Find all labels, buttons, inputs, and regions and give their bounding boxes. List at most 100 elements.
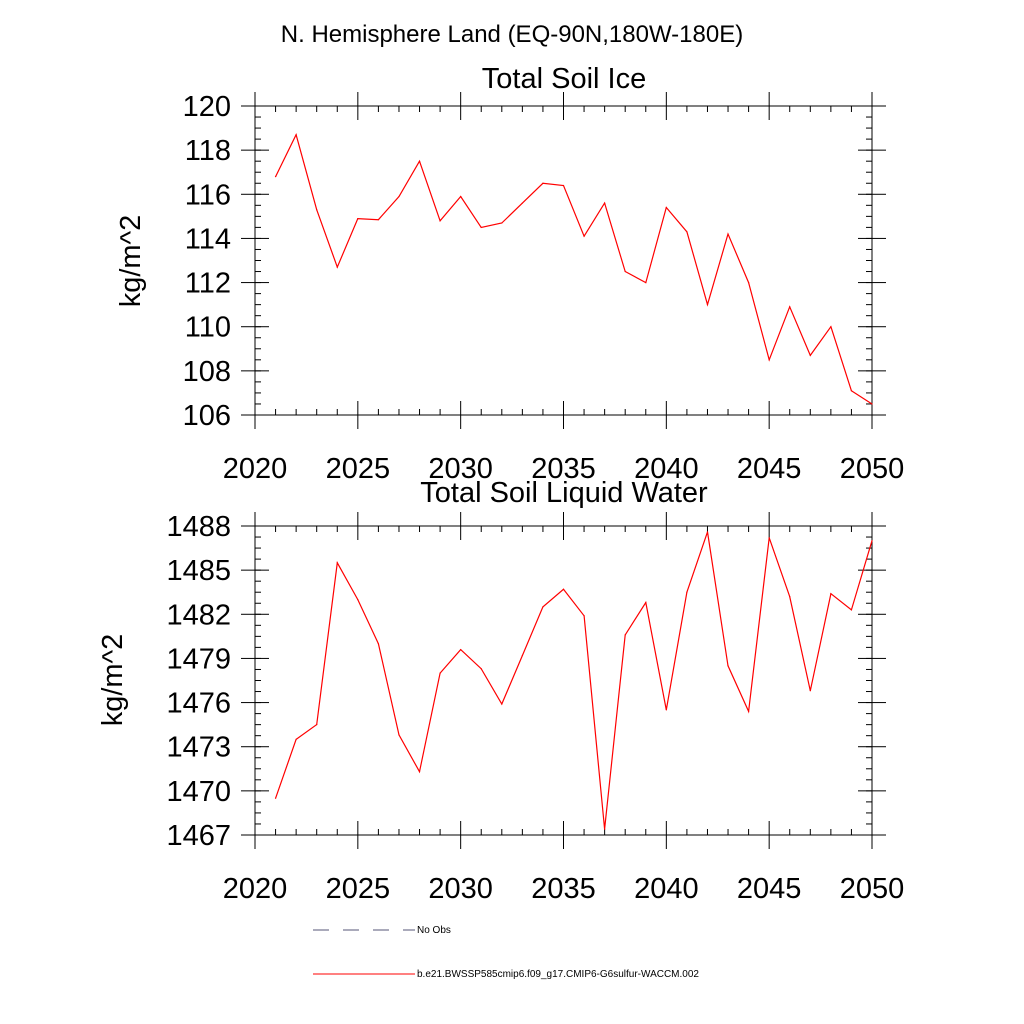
y-tick-label: 1485 (166, 555, 231, 587)
data-point (357, 217, 359, 220)
data-point (686, 591, 688, 593)
data-point (871, 540, 873, 542)
soil-liquid-water-panel: Total Soil Liquid Water kg/m^2 2020 2025 2… (97, 477, 904, 905)
data-point (850, 609, 853, 611)
data-point (604, 202, 606, 204)
data-point (542, 182, 544, 184)
soil-liquid-water-ylabel: kg/m^2 (97, 634, 129, 727)
soil-ice-panel: Total Soil Ice kg/m^2 2020 2025 2030 2035 20… (115, 63, 904, 485)
legend: No Obs b.e21.BWSSP585cmip6.f09_g17.CMIP6… (313, 925, 699, 980)
data-point (274, 176, 277, 178)
data-point (562, 588, 565, 590)
data-point (809, 690, 811, 692)
y-tick-label: 112 (185, 268, 231, 300)
data-point (871, 403, 873, 405)
x-tick-label: 2040 (634, 873, 699, 905)
data-point (316, 724, 318, 726)
legend-no-obs-label: No Obs (417, 925, 451, 936)
legend-series-label: b.e21.BWSSP585cmip6.f09_g17.CMIP6-G6sulf… (417, 969, 699, 980)
y-tick-label: 1470 (166, 776, 231, 808)
y-tick-label: 108 (183, 356, 231, 388)
x-tick-label: 2045 (737, 453, 802, 485)
y-tick-label: 118 (185, 135, 231, 167)
data-point (706, 304, 709, 306)
data-point (439, 672, 441, 674)
series-line (275, 531, 873, 830)
x-tick-label: 2035 (531, 453, 596, 485)
y-tick-label: 110 (185, 312, 231, 344)
data-point (336, 266, 338, 268)
y-tick-label: 1476 (166, 688, 231, 720)
data-point (398, 734, 400, 736)
data-point (686, 231, 688, 233)
data-point (830, 593, 832, 595)
x-tick-label: 2020 (223, 453, 288, 485)
soil-ice-title: Total Soil Ice (482, 63, 646, 95)
x-tick-label: 2045 (737, 873, 802, 905)
data-point (665, 206, 667, 209)
data-point (295, 134, 297, 136)
data-point (316, 209, 318, 211)
x-tick-label: 2030 (428, 453, 493, 485)
data-point (501, 703, 503, 705)
data-point (768, 359, 770, 361)
data-point (418, 771, 421, 773)
x-tick-label: 2025 (326, 873, 391, 905)
data-point (789, 596, 791, 598)
data-point (501, 222, 503, 224)
data-point (830, 326, 832, 328)
data-point (583, 235, 585, 237)
data-point (624, 634, 626, 636)
y-tick-label: 1482 (166, 599, 231, 631)
x-tick-label: 2050 (840, 453, 905, 485)
data-point (439, 220, 441, 222)
data-point (521, 654, 523, 657)
data-point (789, 306, 791, 308)
data-point (850, 390, 853, 392)
data-point (357, 598, 359, 601)
data-point (748, 281, 750, 284)
y-tick-label: 106 (183, 400, 231, 432)
x-tick-label: 2040 (634, 453, 699, 485)
data-point (562, 184, 565, 187)
y-tick-label: 120 (183, 91, 231, 123)
y-tick-label: 114 (185, 223, 231, 255)
data-point (727, 665, 729, 667)
data-point (768, 537, 770, 539)
data-point (665, 709, 667, 711)
data-point (645, 601, 647, 604)
data-point (418, 160, 421, 162)
x-tick-label: 2025 (326, 453, 391, 485)
x-tick-label: 2030 (428, 873, 493, 905)
plot-frame (254, 525, 873, 836)
data-point (706, 531, 709, 533)
soil-liquid-water-title: Total Soil Liquid Water (420, 477, 708, 509)
data-point (542, 606, 544, 608)
soil-ice-ylabel: kg/m^2 (115, 215, 147, 308)
data-point (460, 649, 462, 651)
data-point (727, 233, 729, 235)
data-point (748, 710, 750, 713)
x-tick-label: 2035 (531, 873, 596, 905)
figure-title: N. Hemisphere Land (EQ-90N,180W-180E) (281, 21, 743, 48)
data-point (809, 354, 811, 357)
y-tick-label: 1488 (166, 511, 231, 543)
y-tick-label: 116 (185, 179, 231, 211)
data-point (377, 219, 379, 221)
x-tick-label: 2020 (223, 873, 288, 905)
x-tick-label: 2050 (840, 873, 905, 905)
data-point (274, 797, 277, 799)
data-point (398, 195, 400, 198)
data-point (377, 643, 379, 645)
data-point (460, 195, 462, 198)
y-tick-label: 1479 (166, 643, 231, 675)
y-tick-label: 1467 (166, 820, 231, 852)
data-point (295, 738, 297, 740)
data-point (583, 615, 585, 617)
data-point (521, 202, 523, 204)
data-point (624, 270, 626, 273)
series-line (275, 133, 873, 405)
data-point (480, 226, 482, 228)
data-point (480, 668, 482, 670)
data-point (604, 828, 606, 830)
